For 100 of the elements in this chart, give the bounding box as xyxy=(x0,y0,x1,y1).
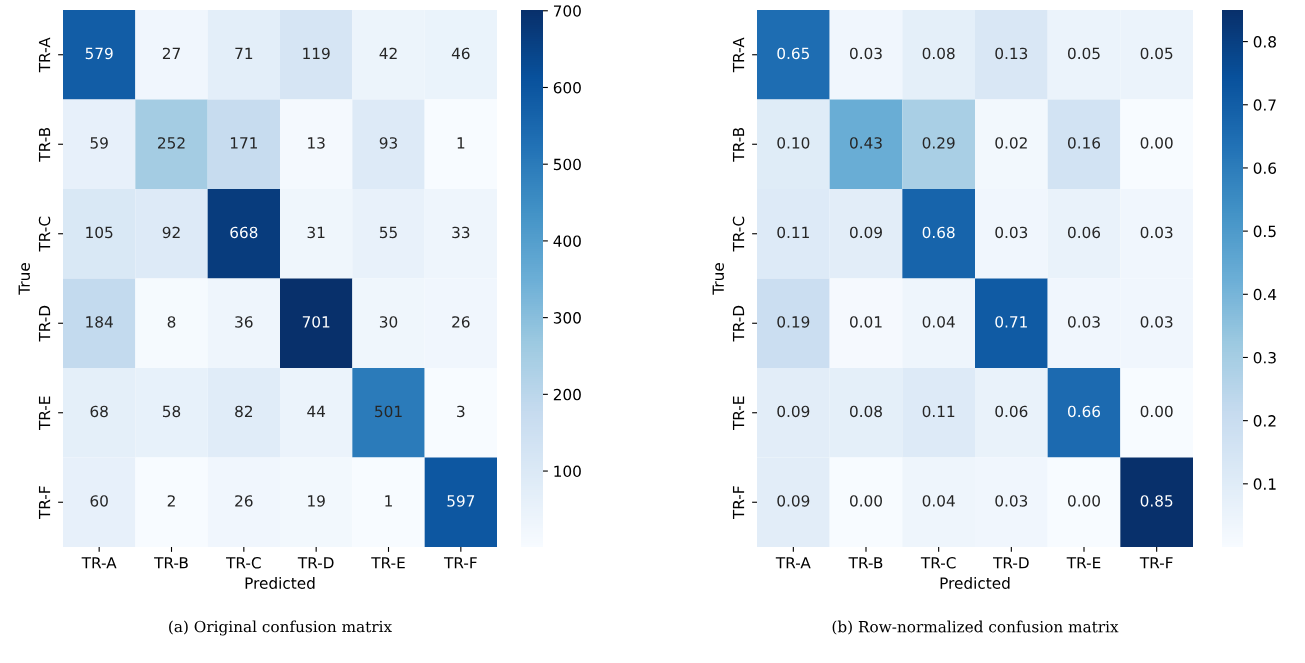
color-bar-label: 100 xyxy=(554,465,581,478)
data-label: 2 xyxy=(167,495,175,507)
color-bar-label: 0.4 xyxy=(1253,288,1277,301)
x-tick-label: TR-B xyxy=(848,557,883,569)
data-label: 0.01 xyxy=(850,316,882,328)
data-label: 46 xyxy=(451,47,470,60)
color-bar-label: 200 xyxy=(553,388,581,401)
data-label: 0.03 xyxy=(850,47,882,60)
data-label: 19 xyxy=(308,495,325,507)
x-tick-label: TR-C xyxy=(226,556,261,569)
x-tick-label: TR-A xyxy=(775,557,811,569)
color-bar-label: 0.2 xyxy=(1253,415,1276,427)
data-label: 27 xyxy=(162,47,180,59)
data-label: 13 xyxy=(308,137,325,149)
data-label: 0.71 xyxy=(995,316,1027,328)
data-label: 31 xyxy=(307,226,325,239)
text: (b) Row-normalized confusion matrix xyxy=(832,620,1119,635)
data-label: 8 xyxy=(167,316,176,328)
color-bar-label: 0.3 xyxy=(1253,351,1276,364)
x-tick-label: TR-E xyxy=(371,557,405,569)
data-label: 33 xyxy=(452,226,470,239)
data-label: 44 xyxy=(307,405,326,417)
x-tick-label: TR-B xyxy=(154,557,188,569)
data-label: 0.03 xyxy=(995,495,1028,507)
color-bar-label: 0.8 xyxy=(1253,36,1276,48)
data-label: 0.29 xyxy=(922,137,955,149)
data-label: 26 xyxy=(235,495,253,507)
y-tick-label: TR-F xyxy=(732,486,745,520)
x-tick-label: TR-A xyxy=(81,557,117,569)
data-label: 0.09 xyxy=(777,405,810,418)
text: (a) Original confusion matrix xyxy=(169,620,392,636)
y-tick-label: TR-C xyxy=(38,216,51,252)
data-label: 0.06 xyxy=(995,405,1028,418)
data-label: 0.03 xyxy=(1068,316,1100,328)
data-label: 82 xyxy=(235,405,253,418)
y-tick-label: TR-D xyxy=(732,305,745,342)
color-bar-label: 0.1 xyxy=(1253,478,1276,490)
data-label: 0.19 xyxy=(777,316,810,328)
data-label: 501 xyxy=(375,405,402,418)
data-label: 0.43 xyxy=(850,137,882,149)
data-label: 701 xyxy=(302,316,330,328)
data-label: 0.10 xyxy=(777,137,810,149)
y-axis-title: True xyxy=(18,263,30,295)
data-label: 0.05 xyxy=(1068,47,1100,60)
data-label: 55 xyxy=(379,226,397,239)
data-label: 0.68 xyxy=(922,226,955,239)
y-tick-label: TR-C xyxy=(732,216,745,252)
data-label: 0.02 xyxy=(995,137,1027,149)
y-tick-label: TR-E xyxy=(732,396,745,431)
y-tick-label: TR-A xyxy=(38,37,51,73)
data-label: 59 xyxy=(90,137,108,149)
color-bar-label: 0.6 xyxy=(1253,162,1277,174)
data-label: 0.11 xyxy=(922,405,955,418)
data-label: 0.03 xyxy=(1140,316,1173,328)
data-label: 71 xyxy=(235,47,253,59)
data-label: 3 xyxy=(457,405,465,418)
x-tick-label: TR-D xyxy=(992,557,1029,569)
y-tick-label: TR-A xyxy=(732,37,745,73)
data-label: 0.16 xyxy=(1068,137,1101,149)
data-label: 579 xyxy=(85,47,113,60)
data-label: 105 xyxy=(86,226,113,239)
data-label: 171 xyxy=(230,137,257,149)
data-label: 0.00 xyxy=(1140,405,1173,418)
data-label: 30 xyxy=(379,316,398,328)
data-label: 1 xyxy=(385,495,392,507)
x-axis-title: Predicted xyxy=(940,577,1010,589)
data-label: 0.03 xyxy=(1140,226,1173,239)
data-label: 36 xyxy=(235,316,253,328)
data-label: 42 xyxy=(379,47,397,59)
x-tick-label: TR-C xyxy=(920,556,956,569)
data-label: 0.09 xyxy=(777,495,810,507)
data-label: 1 xyxy=(457,137,465,149)
color-bar-label: 0.5 xyxy=(1253,225,1276,238)
x-tick-label: TR-F xyxy=(1139,557,1173,569)
data-label: 0.03 xyxy=(995,226,1028,239)
color-bar-label: 0.7 xyxy=(1253,99,1276,111)
data-label: 0.05 xyxy=(1140,47,1173,60)
data-label: 0.00 xyxy=(850,495,882,507)
data-label: 0.65 xyxy=(777,47,810,60)
data-label: 0.09 xyxy=(850,226,882,239)
data-label: 0.85 xyxy=(1140,495,1173,507)
data-label: 68 xyxy=(90,405,108,418)
data-label: 668 xyxy=(230,226,258,239)
data-label: 60 xyxy=(90,495,108,507)
data-label: 0.08 xyxy=(922,47,955,60)
x-tick-label: TR-E xyxy=(1066,557,1101,569)
data-label: 93 xyxy=(379,137,397,149)
data-label: 0.04 xyxy=(922,316,955,328)
x-tick-label: TR-F xyxy=(443,557,477,569)
data-label: 0.00 xyxy=(1068,495,1100,507)
data-label: 184 xyxy=(86,316,113,328)
y-tick-label: TR-E xyxy=(38,396,51,431)
data-label: 597 xyxy=(447,495,475,507)
data-label: 0.08 xyxy=(850,405,882,418)
data-label: 252 xyxy=(158,137,185,149)
data-label: 92 xyxy=(162,226,180,239)
data-label: 0.04 xyxy=(922,495,955,507)
data-label: 58 xyxy=(162,405,181,418)
color-bar-label: 400 xyxy=(553,235,581,247)
color-bar-label: 300 xyxy=(553,312,581,324)
